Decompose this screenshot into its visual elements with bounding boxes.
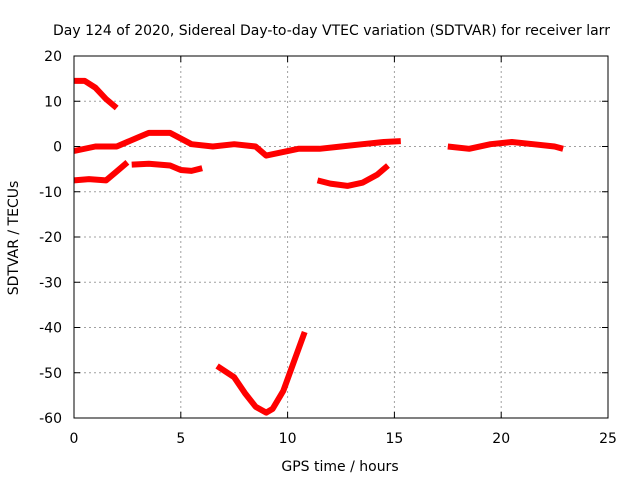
x-tick-label: 5 — [176, 431, 185, 447]
x-tick-label: 0 — [70, 431, 79, 447]
y-tick-label: 10 — [44, 94, 62, 110]
y-tick-label: 20 — [44, 49, 62, 65]
grid-lines — [74, 56, 608, 418]
series-arc-4 — [73, 160, 130, 184]
series-arc-5 — [131, 160, 203, 174]
series-arc-3 — [447, 139, 564, 152]
x-tick-label: 10 — [279, 431, 297, 447]
x-axis-label: GPS time / hours — [281, 459, 398, 475]
data-series-layer — [73, 77, 564, 416]
x-tick-label: 25 — [599, 431, 617, 447]
y-tick-label: -10 — [39, 185, 62, 201]
y-tick-label: 0 — [53, 140, 62, 156]
y-axis-label: SDTVAR / TECUs — [6, 181, 22, 296]
x-tick-label: 20 — [492, 431, 510, 447]
y-tick-label: -40 — [39, 321, 62, 337]
y-tick-label: -60 — [39, 411, 62, 427]
series-arc-2 — [73, 129, 401, 159]
chart-title: Day 124 of 2020, Sidereal Day-to-day VTE… — [53, 23, 610, 39]
y-tick-label: -20 — [39, 230, 62, 246]
x-axis: 0 5 10 15 20 25 — [70, 56, 617, 447]
y-axis: 20 10 0 -10 -20 -30 -40 -50 -60 — [39, 49, 608, 427]
series-arc-7 — [215, 330, 308, 416]
x-tick-label: 15 — [385, 431, 403, 447]
y-tick-label: -50 — [39, 366, 62, 382]
y-tick-label: -30 — [39, 275, 62, 291]
series-arc-6 — [316, 163, 390, 189]
series-arc-1 — [74, 77, 119, 111]
